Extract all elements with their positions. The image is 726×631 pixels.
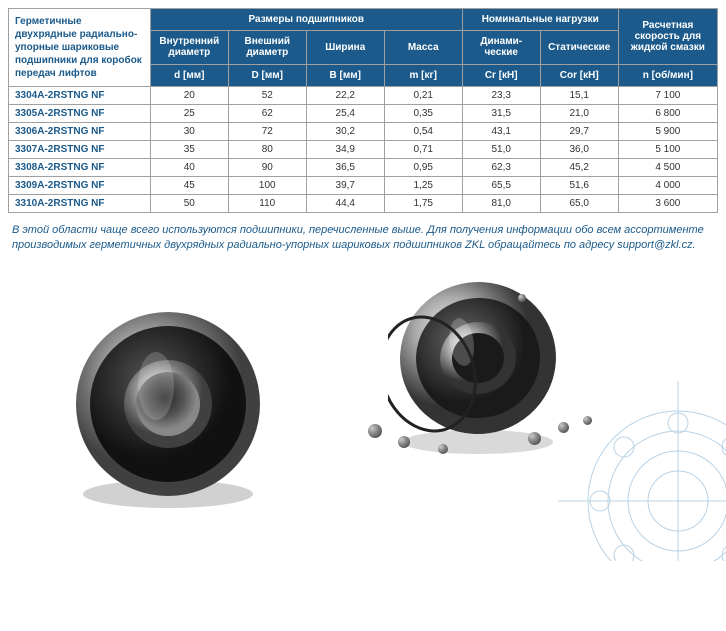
table-row: 3304A-2RSTNG NF205222,20,2123,315,17 100 — [9, 87, 718, 105]
unit-d: d [мм] — [150, 65, 228, 87]
row-value: 0,21 — [384, 87, 462, 105]
row-value: 3 600 — [618, 195, 717, 213]
bearing-image-sealed — [68, 304, 268, 517]
row-value: 39,7 — [306, 177, 384, 195]
row-value: 36,0 — [540, 141, 618, 159]
sub-static: Статические — [540, 30, 618, 64]
row-value: 23,3 — [462, 87, 540, 105]
row-value: 45,2 — [540, 159, 618, 177]
row-value: 62,3 — [462, 159, 540, 177]
row-value: 25,4 — [306, 105, 384, 123]
sub-dynamic: Динами-ческие — [462, 30, 540, 64]
row-value: 5 900 — [618, 123, 717, 141]
row-value: 72 — [228, 123, 306, 141]
unit-m: m [кг] — [384, 65, 462, 87]
row-value: 0,54 — [384, 123, 462, 141]
group-speed: Расчетная скорость для жидкой смазки — [618, 9, 717, 65]
row-value: 22,2 — [306, 87, 384, 105]
row-value: 51,6 — [540, 177, 618, 195]
row-value: 4 000 — [618, 177, 717, 195]
row-value: 35 — [150, 141, 228, 159]
sub-d-outer: Внешний диаметр — [228, 30, 306, 64]
row-name: 3307A-2RSTNG NF — [9, 141, 151, 159]
row-value: 50 — [150, 195, 228, 213]
row-value: 20 — [150, 87, 228, 105]
sub-mass: Масса — [384, 30, 462, 64]
row-name: 3309A-2RSTNG NF — [9, 177, 151, 195]
row-value: 1,25 — [384, 177, 462, 195]
row-value: 5 100 — [618, 141, 717, 159]
row-value: 52 — [228, 87, 306, 105]
unit-Cr: Cr [кН] — [462, 65, 540, 87]
row-value: 40 — [150, 159, 228, 177]
row-value: 100 — [228, 177, 306, 195]
row-value: 45 — [150, 177, 228, 195]
row-value: 110 — [228, 195, 306, 213]
row-value: 21,0 — [540, 105, 618, 123]
row-value: 0,35 — [384, 105, 462, 123]
group-loads: Номинальные нагрузки — [462, 9, 618, 31]
row-value: 44,4 — [306, 195, 384, 213]
row-value: 36,5 — [306, 159, 384, 177]
table-row: 3305A-2RSTNG NF256225,40,3531,521,06 800 — [9, 105, 718, 123]
unit-D: D [мм] — [228, 65, 306, 87]
row-value: 0,95 — [384, 159, 462, 177]
row-name: 3310A-2RSTNG NF — [9, 195, 151, 213]
unit-B: B [мм] — [306, 65, 384, 87]
row-value: 81,0 — [462, 195, 540, 213]
table-row: 3309A-2RSTNG NF4510039,71,2565,551,64 00… — [9, 177, 718, 195]
row-value: 4 500 — [618, 159, 717, 177]
unit-Cor: Cor [кН] — [540, 65, 618, 87]
row-value: 65,5 — [462, 177, 540, 195]
row-value: 30,2 — [306, 123, 384, 141]
row-value: 62 — [228, 105, 306, 123]
row-value: 6 800 — [618, 105, 717, 123]
row-name: 3306A-2RSTNG NF — [9, 123, 151, 141]
row-value: 80 — [228, 141, 306, 159]
row-value: 1,75 — [384, 195, 462, 213]
table-row: 3307A-2RSTNG NF358034,90,7151,036,05 100 — [9, 141, 718, 159]
row-value: 25 — [150, 105, 228, 123]
row-value: 90 — [228, 159, 306, 177]
bearing-spec-table: Герметичные двухрядные радиально-упорные… — [8, 8, 718, 213]
row-value: 34,9 — [306, 141, 384, 159]
row-value: 7 100 — [618, 87, 717, 105]
row-value: 29,7 — [540, 123, 618, 141]
unit-n: n [об/мин] — [618, 65, 717, 87]
table-description: Герметичные двухрядные радиально-упорные… — [9, 9, 151, 87]
row-value: 31,5 — [462, 105, 540, 123]
product-images-area — [8, 264, 718, 544]
row-name: 3304A-2RSTNG NF — [9, 87, 151, 105]
table-row: 3306A-2RSTNG NF307230,20,5443,129,75 900 — [9, 123, 718, 141]
row-value: 30 — [150, 123, 228, 141]
row-value: 43,1 — [462, 123, 540, 141]
row-value: 51,0 — [462, 141, 540, 159]
row-value: 15,1 — [540, 87, 618, 105]
row-value: 65,0 — [540, 195, 618, 213]
row-name: 3305A-2RSTNG NF — [9, 105, 151, 123]
footer-note: В этой области чаще всего используются п… — [8, 213, 718, 260]
row-value: 0,71 — [384, 141, 462, 159]
sub-d-inner: Внутренний диаметр — [150, 30, 228, 64]
table-row: 3310A-2RSTNG NF5011044,41,7581,065,03 60… — [9, 195, 718, 213]
group-sizes: Размеры подшипников — [150, 9, 462, 31]
blueprint-decoration — [518, 361, 726, 564]
row-name: 3308A-2RSTNG NF — [9, 159, 151, 177]
sub-width: Ширина — [306, 30, 384, 64]
table-row: 3308A-2RSTNG NF409036,50,9562,345,24 500 — [9, 159, 718, 177]
